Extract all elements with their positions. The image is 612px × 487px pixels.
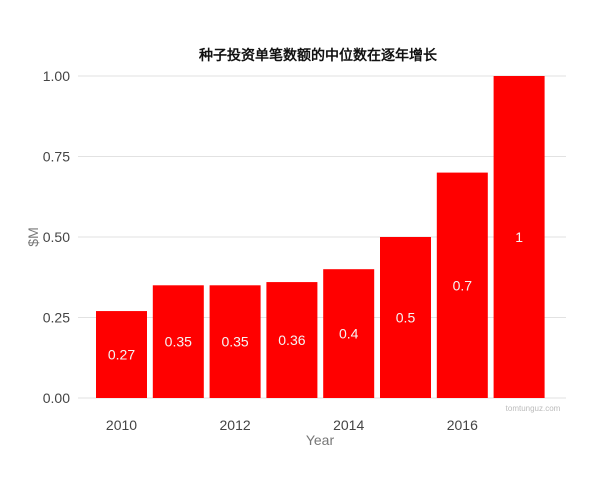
y-tick-label: 0.75 (43, 149, 70, 165)
chart-title: 种子投资单笔数额的中位数在逐年增长 (198, 47, 438, 64)
bar-value-label: 0.4 (339, 326, 359, 342)
bars (96, 76, 545, 398)
x-tick-label: 2016 (447, 417, 478, 433)
x-tick-label: 2012 (220, 417, 251, 433)
y-axis-title: $M (25, 227, 41, 246)
bar (323, 269, 375, 398)
y-tick-label: 0.50 (43, 229, 70, 245)
bar-value-label: 1 (515, 229, 523, 245)
bar-value-label: 0.36 (278, 332, 305, 348)
bar (380, 237, 431, 398)
y-tick-label: 0.00 (43, 390, 70, 406)
bar-value-label: 0.7 (453, 277, 473, 293)
bar (436, 172, 488, 398)
bar (209, 285, 261, 398)
bar-value-label: 0.5 (396, 310, 416, 326)
gridlines (78, 75, 566, 399)
bar (266, 282, 318, 398)
y-axis-ticks: 0.00 0.25 0.50 0.75 1.00 (43, 68, 70, 406)
x-axis-title: Year (306, 432, 335, 448)
x-tick-label: 2014 (333, 417, 364, 433)
bar-value-label: 0.27 (108, 347, 135, 363)
bar-labels: 0.27 0.35 0.35 0.36 0.4 0.5 0.7 1 (108, 229, 523, 363)
watermark: tomtunguz.com (506, 404, 561, 413)
y-tick-label: 0.25 (43, 310, 70, 326)
bar (96, 311, 147, 398)
bar-value-label: 0.35 (165, 334, 192, 350)
y-tick-label: 1.00 (43, 68, 70, 84)
bar (493, 76, 545, 398)
bar (152, 285, 204, 398)
x-axis-ticks: 2010 2012 2014 2016 (106, 417, 478, 433)
x-tick-label: 2010 (106, 417, 137, 433)
bar-value-label: 0.35 (221, 334, 248, 350)
